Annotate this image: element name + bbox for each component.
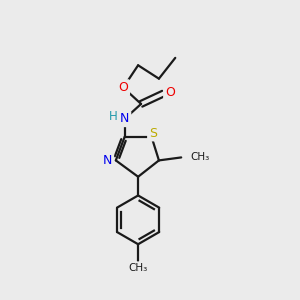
- Text: CH₃: CH₃: [128, 263, 148, 273]
- Text: O: O: [118, 81, 128, 94]
- Text: H: H: [109, 110, 118, 123]
- Text: S: S: [149, 127, 157, 140]
- Text: CH₃: CH₃: [190, 152, 209, 162]
- Text: O: O: [165, 85, 175, 98]
- Text: N: N: [103, 154, 112, 167]
- Text: N: N: [120, 112, 129, 125]
